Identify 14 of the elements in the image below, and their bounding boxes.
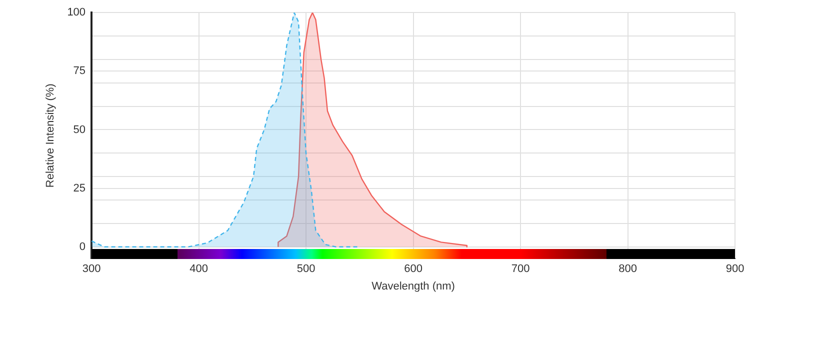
x-tick-label: 300 — [82, 263, 101, 276]
x-tick-label: 700 — [511, 263, 530, 276]
x-tick-label: 900 — [726, 263, 744, 276]
x-tick-label: 500 — [296, 263, 316, 276]
x-tick-label: 400 — [190, 263, 208, 276]
y-tick-label: 0 — [79, 240, 86, 253]
x-axis-title: Wavelength (nm) — [372, 280, 455, 292]
x-tick-label: 600 — [404, 263, 422, 276]
y-tick-label: 25 — [73, 182, 86, 194]
x-tick-label: 800 — [618, 263, 637, 276]
y-tick-label: 100 — [67, 6, 86, 19]
y-axis-title: Relative Intensity (%) — [44, 84, 57, 188]
y-tick-label: 75 — [73, 65, 86, 78]
y-tick-label: 50 — [73, 124, 86, 136]
